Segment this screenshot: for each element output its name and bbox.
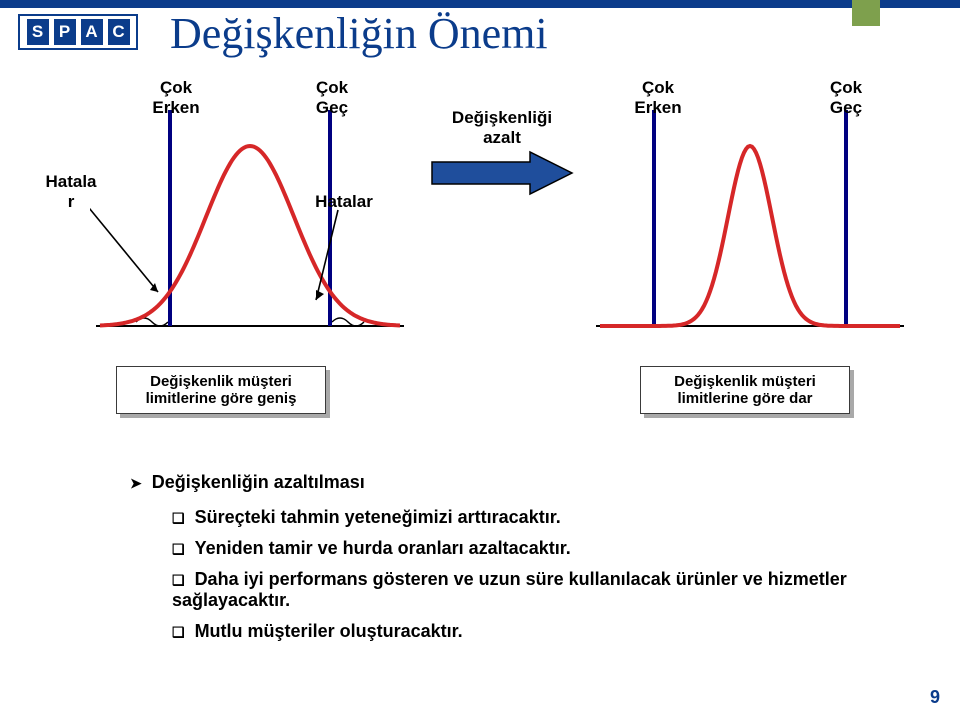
label-azalt: Değişkenliği azalt <box>442 108 562 147</box>
logo-letter: S <box>27 19 49 45</box>
label-hatalar-left: Hatala r <box>36 172 106 211</box>
bullet-item: Yeniden tamir ve hurda oranları azaltaca… <box>172 538 880 559</box>
right-bell-chart <box>590 90 910 350</box>
caption-box-right: Değişkenlik müşteri limitlerine göre dar <box>640 366 850 414</box>
reduce-variation-arrow <box>430 150 575 196</box>
top-green-accent <box>852 0 880 26</box>
bullet-item: Daha iyi performans gösteren ve uzun sür… <box>172 569 880 611</box>
page-title: Değişkenliğin Önemi <box>170 8 548 59</box>
bullet-item: Mutlu müşteriler oluşturacaktır. <box>172 621 880 642</box>
label-cok-gec-left: Çok Geç <box>302 78 362 117</box>
label-cok-erken-right: Çok Erken <box>628 78 688 117</box>
bullet-head: Değişkenliğin azaltılması <box>130 472 880 493</box>
bullet-block: Değişkenliğin azaltılması Süreçteki tahm… <box>130 472 880 652</box>
page-number: 9 <box>930 687 940 708</box>
bullet-item: Süreçteki tahmin yeteneğimizi arttıracak… <box>172 507 880 528</box>
caption-box-left: Değişkenlik müşteri limitlerine göre gen… <box>116 366 326 414</box>
left-bell-chart <box>90 90 410 350</box>
top-blue-stripe <box>0 0 960 8</box>
label-cok-erken-left: Çok Erken <box>146 78 206 117</box>
spac-logo: S P A C <box>18 14 138 50</box>
logo-letter: C <box>108 19 130 45</box>
slide-page: S P A C Değişkenliğin Önemi Hatala r Hat… <box>0 0 960 720</box>
logo-letter: P <box>54 19 76 45</box>
logo-letter: A <box>81 19 103 45</box>
label-cok-gec-right: Çok Geç <box>816 78 876 117</box>
label-hatalar-right: Hatalar <box>304 192 384 212</box>
